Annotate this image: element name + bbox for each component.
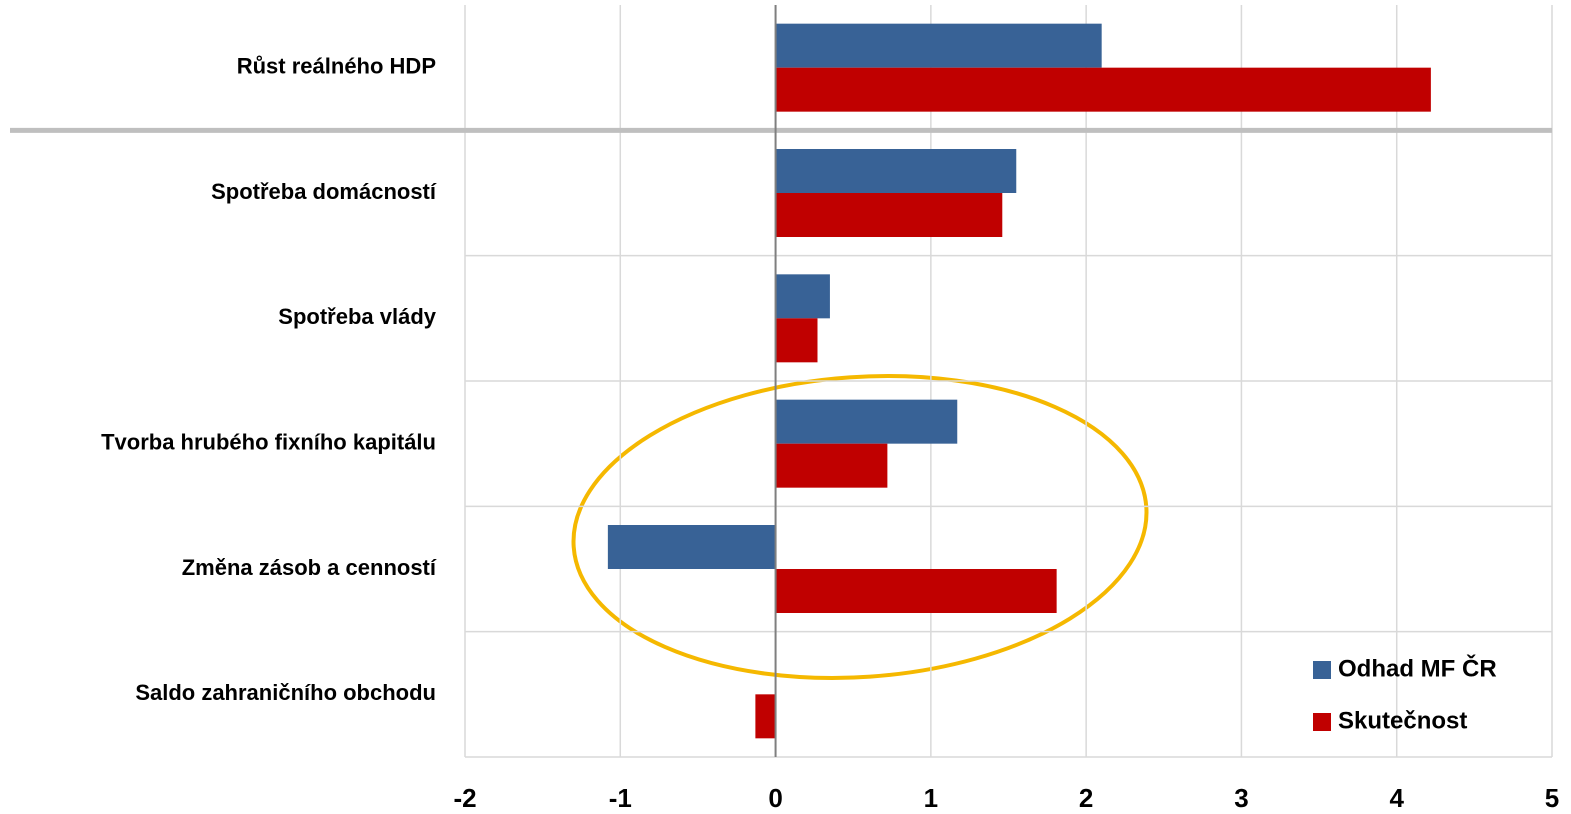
legend-swatch xyxy=(1313,713,1331,731)
category-label: Tvorba hrubého fixního kapitálu xyxy=(101,429,436,454)
x-tick-label: 2 xyxy=(1079,783,1093,813)
category-label: Změna zásob a cenností xyxy=(182,555,437,580)
bar xyxy=(775,443,888,488)
x-tick-label: 4 xyxy=(1389,783,1404,813)
category-label: Růst reálného HDP xyxy=(237,53,436,78)
bar xyxy=(775,274,830,319)
bar xyxy=(775,399,958,444)
bar xyxy=(775,569,1057,613)
x-tick-label: -1 xyxy=(609,783,632,813)
x-tick-label: 0 xyxy=(768,783,782,813)
x-tick-label: 1 xyxy=(924,783,938,813)
category-label: Spotřeba vlády xyxy=(278,304,436,329)
legend-label: Odhad MF ČR xyxy=(1338,654,1497,682)
x-tick-label: 5 xyxy=(1545,783,1559,813)
bar xyxy=(607,525,776,569)
legend-swatch xyxy=(1313,661,1331,679)
x-tick-label: 3 xyxy=(1234,783,1248,813)
bar xyxy=(775,67,1431,112)
legend-label: Skutečnost xyxy=(1338,707,1467,734)
x-tick-label: -2 xyxy=(453,783,476,813)
bar xyxy=(755,694,776,739)
bar xyxy=(775,149,1017,193)
category-label: Saldo zahraničního obchodu xyxy=(135,680,436,705)
category-label: Spotřeba domácností xyxy=(211,179,437,204)
bar xyxy=(775,193,1003,237)
bar xyxy=(775,23,1102,68)
bar xyxy=(775,318,818,363)
